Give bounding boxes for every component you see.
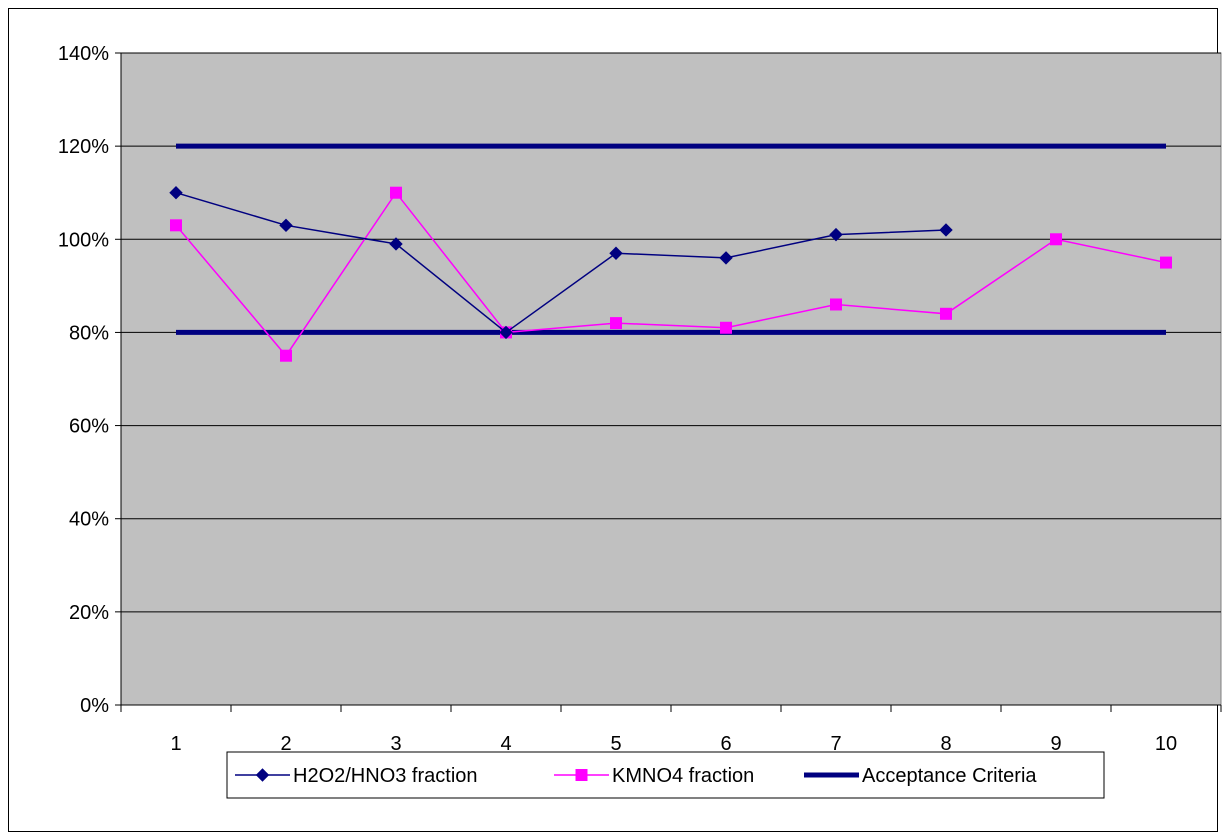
y-tick-label: 40% [69, 509, 109, 531]
plot-area [120, 52, 1222, 706]
h2o2-hno3-point [609, 246, 623, 260]
x-tick-label: 3 [390, 733, 401, 755]
kmno4-point [280, 349, 292, 362]
y-tick-label: 140% [58, 43, 109, 65]
kmno4-point [1160, 256, 1172, 269]
legend-label: H2O2/HNO3 fraction [293, 765, 478, 787]
x-tick-label: 2 [280, 733, 291, 755]
h2o2-hno3-point [499, 325, 513, 340]
h2o2-hno3-point [389, 237, 403, 251]
legend-swatch-marker [255, 768, 270, 782]
x-tick-label: 6 [720, 733, 731, 755]
legend-label: Acceptance Criteria [862, 765, 1037, 787]
series-line-kmno4 [175, 191, 1167, 357]
x-tick-label: 10 [1155, 733, 1177, 755]
kmno4-point [390, 186, 402, 199]
x-tick-label: 8 [940, 733, 951, 755]
y-tick-label: 60% [69, 416, 109, 438]
legend-box [226, 751, 1105, 799]
y-tick-label: 80% [69, 322, 109, 344]
x-tick-label: 7 [830, 733, 841, 755]
h2o2-hno3-point [169, 186, 183, 200]
kmno4-point [720, 321, 732, 334]
x-tick-label: 5 [610, 733, 621, 755]
y-tick-label: 20% [69, 602, 109, 624]
x-tick-label: 4 [500, 733, 511, 755]
y-tick-label: 120% [58, 136, 109, 158]
y-tick-label: 0% [80, 695, 109, 717]
legend-swatch-marker [575, 769, 588, 781]
kmno4-point [1050, 233, 1062, 246]
x-tick-label: 9 [1050, 733, 1061, 755]
kmno4-point [830, 298, 842, 311]
h2o2-hno3-point [719, 251, 733, 265]
h2o2-hno3-point [829, 227, 843, 242]
kmno4-point [170, 219, 182, 232]
legend-label: KMNO4 fraction [612, 765, 754, 787]
h2o2-hno3-point [279, 218, 293, 233]
kmno4-point [610, 317, 622, 330]
y-tick-label: 100% [58, 229, 109, 251]
series-line-h2o2-hno3 [175, 191, 947, 334]
x-tick-label: 1 [170, 733, 181, 755]
kmno4-point [940, 307, 952, 320]
h2o2-hno3-point [939, 223, 953, 237]
